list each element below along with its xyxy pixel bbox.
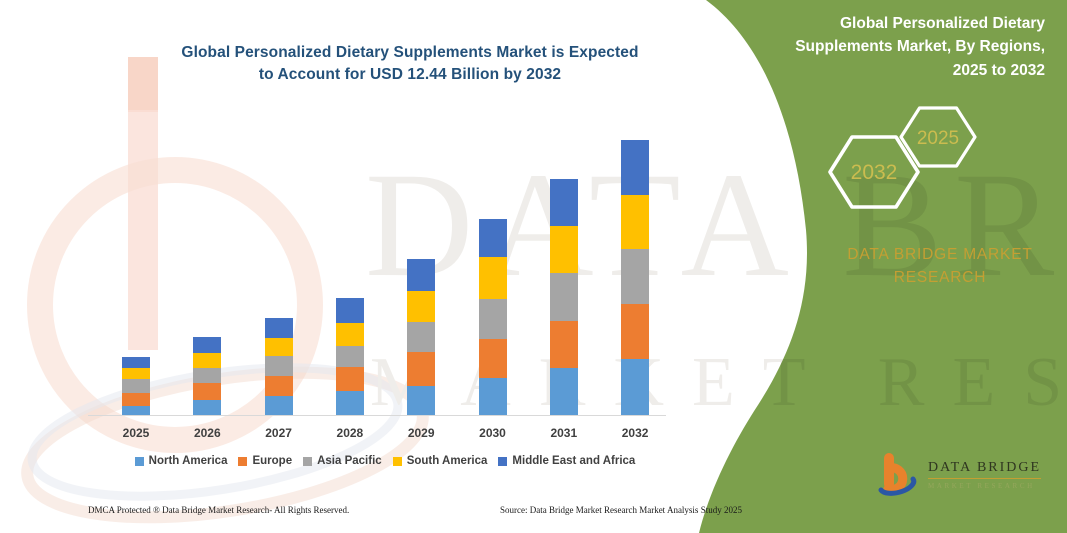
panel-title: Global Personalized Dietary Supplements … <box>765 12 1045 82</box>
bar-segment-europe <box>193 383 222 401</box>
bar-segment-europe <box>478 339 507 378</box>
hexagon-2025-year: 2025 <box>917 128 959 149</box>
chart-title-line1: Global Personalized Dietary Supplements … <box>181 44 639 61</box>
bar-segment-middle-east-and-africa <box>193 337 222 353</box>
legend-swatch <box>498 456 508 466</box>
bar-segment-north-america <box>549 368 578 416</box>
legend-label: South America <box>406 455 488 467</box>
bar-2027 <box>264 317 293 416</box>
bar-segment-north-america <box>407 386 436 416</box>
legend-swatch <box>392 456 402 466</box>
bar-segment-asia-pacific <box>621 248 650 304</box>
bar-segment-south-america <box>478 256 507 300</box>
bar-2028 <box>335 298 364 416</box>
bar-segment-middle-east-and-africa <box>407 258 436 292</box>
bar-2029 <box>407 258 436 416</box>
bar-2030 <box>478 219 507 416</box>
footer-source: Source: Data Bridge Market Research Mark… <box>500 505 742 515</box>
legend-item-asia-pacific: Asia Pacific <box>303 455 382 467</box>
bar-2025 <box>122 357 150 416</box>
bar-segment-europe <box>407 352 436 387</box>
panel-title-line3: 2025 to 2032 <box>952 61 1045 79</box>
bar-segment-north-america <box>621 359 650 416</box>
legend-label: North America <box>148 455 228 467</box>
hexagon-2025 <box>899 106 977 168</box>
panel-title-line1: Global Personalized Dietary <box>839 15 1045 32</box>
bar-segment-asia-pacific <box>407 322 436 353</box>
hexagon-2032-year: 2032 <box>851 161 898 184</box>
x-axis-label-2032: 2032 <box>621 426 649 440</box>
bar-segment-north-america <box>193 400 222 416</box>
watermark-b-icon <box>21 57 429 524</box>
logo-b-icon <box>878 453 917 496</box>
bar-segment-south-america <box>621 195 650 249</box>
panel-brand-text: DATA BRIDGE MARKET RESEARCH <box>810 243 1067 290</box>
panel-brand-line1: DATA BRIDGE MARKET <box>847 246 1033 263</box>
x-axis-label-2027: 2027 <box>265 426 292 440</box>
legend-item-middle-east-and-africa: Middle East and Africa <box>498 455 635 467</box>
legend-item-europe: Europe <box>238 455 292 467</box>
chart-legend: North America Europe Asia Pacific South Ame… <box>85 455 685 467</box>
legend-label: Europe <box>252 455 293 467</box>
bar-segment-asia-pacific <box>549 273 578 322</box>
bar-segment-asia-pacific <box>478 299 507 340</box>
bar-segment-europe <box>335 367 364 391</box>
x-axis-label-2026: 2026 <box>193 426 221 440</box>
bar-2031 <box>549 178 578 416</box>
panel-title-line2: Supplements Market, By Regions, <box>795 38 1045 56</box>
bar-segment-asia-pacific <box>122 379 150 394</box>
bar-segment-asia-pacific <box>335 345 364 368</box>
bar-segment-middle-east-and-africa <box>621 140 650 196</box>
bar-segment-europe <box>122 393 150 406</box>
legend-label: Middle East and Africa <box>512 455 636 467</box>
chart-title: Global Personalized Dietary Supplements … <box>110 42 710 85</box>
x-axis-label-2025: 2025 <box>122 426 150 440</box>
legend-item-south-america: South America <box>392 455 488 467</box>
bar-segment-asia-pacific <box>264 356 293 377</box>
bar-segment-europe <box>621 303 650 360</box>
bar-2026 <box>193 337 222 416</box>
bar-segment-asia-pacific <box>193 368 222 384</box>
bar-2032 <box>621 140 650 416</box>
legend-label: Asia Pacific <box>317 455 382 467</box>
hexagon-badges: 2032 2025 <box>828 106 977 209</box>
bar-segment-south-america <box>122 368 150 380</box>
x-axis-label-2030: 2030 <box>479 426 506 440</box>
panel-brand-line2: RESEARCH <box>893 269 987 287</box>
x-axis-label-2028: 2028 <box>336 426 364 440</box>
bar-segment-middle-east-and-africa <box>478 219 507 257</box>
bar-segment-middle-east-and-africa <box>122 357 150 369</box>
bar-segment-south-america <box>193 352 222 369</box>
footer-dmca: DMCA Protected ® Data Bridge Market Rese… <box>88 505 350 515</box>
bar-segment-middle-east-and-africa <box>549 178 578 226</box>
legend-swatch <box>238 456 248 466</box>
green-panel-shape <box>699 0 1067 533</box>
legend-swatch <box>134 456 144 466</box>
bar-segment-europe <box>264 376 293 397</box>
hexagon-2032 <box>828 135 920 209</box>
x-axis-label-2031: 2031 <box>550 426 578 440</box>
dbmr-logo: DATA BRIDGE MARKET RESEARCH <box>874 452 1042 498</box>
legend-swatch <box>303 456 313 466</box>
bar-segment-south-america <box>407 291 436 323</box>
bar-segment-middle-east-and-africa <box>335 298 364 324</box>
legend-item-north-america: North America <box>134 455 228 467</box>
green-watermark-line2: MARKET RESEARCH <box>370 344 1067 421</box>
logo-subtext: MARKET RESEARCH <box>928 482 1035 490</box>
bar-segment-north-america <box>478 377 507 416</box>
chart-title-line2: to Account for USD 12.44 Billion by 2032 <box>258 65 562 83</box>
x-axis-line <box>88 415 666 416</box>
bar-segment-north-america <box>264 396 293 416</box>
logo-wordmark: DATA BRIDGE <box>928 460 1042 479</box>
bar-segment-europe <box>549 321 578 369</box>
bar-segment-north-america <box>122 405 150 416</box>
bar-segment-south-america <box>264 337 293 357</box>
bar-segment-north-america <box>335 390 364 416</box>
bar-segment-south-america <box>549 225 578 274</box>
x-axis-label-2029: 2029 <box>407 426 435 440</box>
bar-segment-south-america <box>335 323 364 346</box>
bar-segment-middle-east-and-africa <box>264 317 293 338</box>
